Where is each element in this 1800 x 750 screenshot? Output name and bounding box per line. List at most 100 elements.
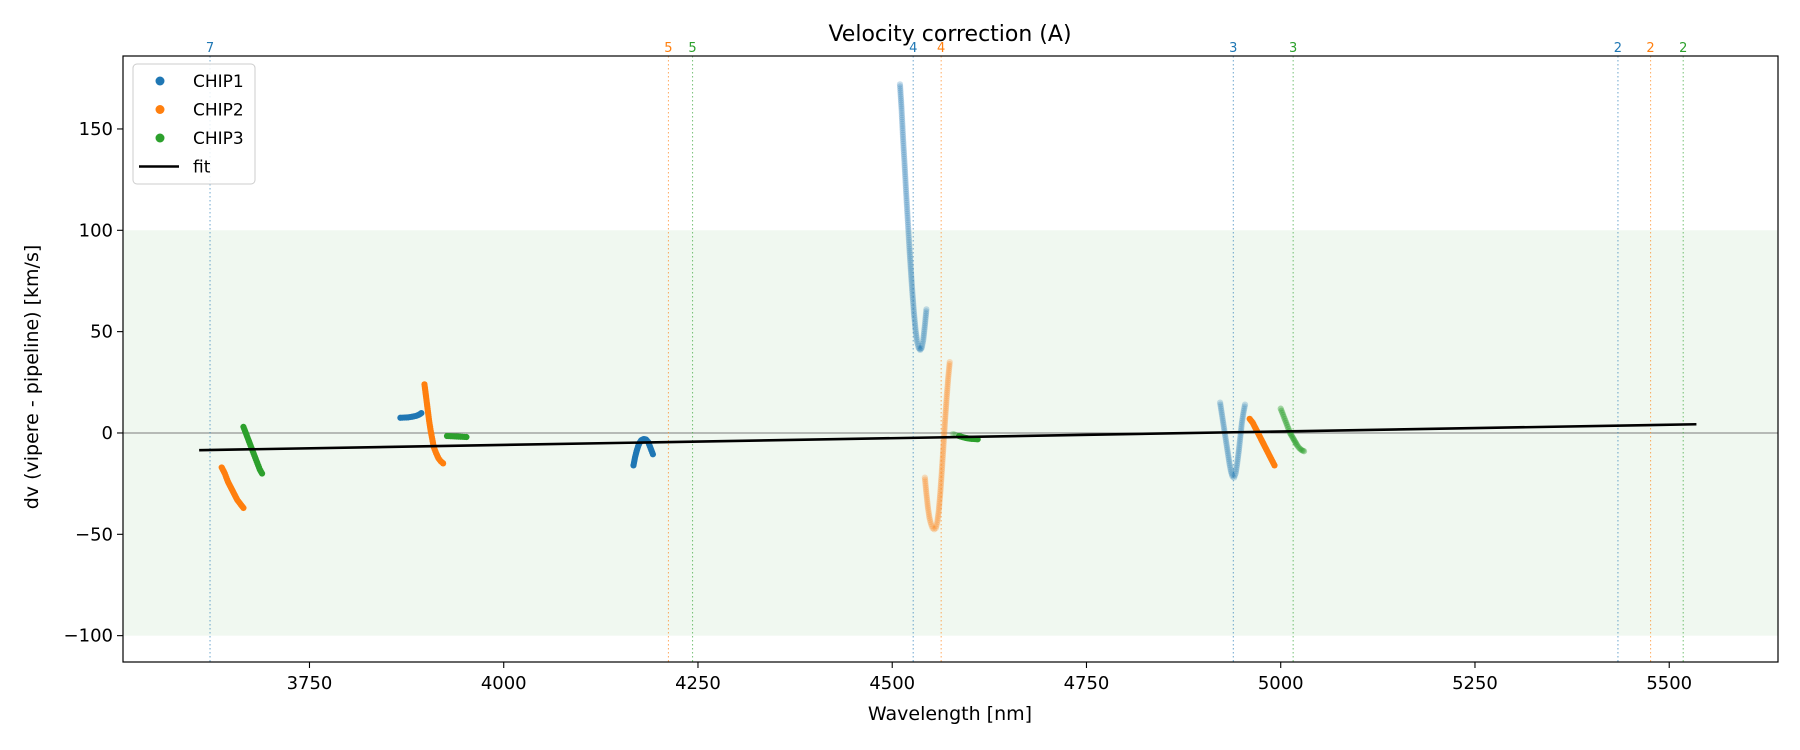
data-point xyxy=(934,515,941,522)
data-point xyxy=(926,515,933,522)
data-point xyxy=(1233,466,1240,473)
data-point xyxy=(901,164,908,171)
data-point xyxy=(1280,413,1287,420)
data-point xyxy=(939,454,946,461)
data-point xyxy=(945,369,952,376)
data-point xyxy=(908,273,915,281)
data-point xyxy=(1228,470,1235,477)
data-point xyxy=(921,326,928,333)
data-point xyxy=(908,279,915,287)
data-point xyxy=(923,496,931,503)
data-point xyxy=(898,101,905,108)
data-point xyxy=(1277,405,1284,412)
data-point xyxy=(938,470,945,477)
data-point xyxy=(901,168,909,176)
data-point xyxy=(1225,452,1232,459)
data-point xyxy=(910,304,917,311)
data-point xyxy=(912,324,919,331)
data-point xyxy=(941,429,948,437)
data-point xyxy=(936,502,943,510)
data-point xyxy=(1241,403,1248,410)
data-point xyxy=(1232,468,1240,475)
data-point xyxy=(898,114,906,121)
y-tick-label: 100 xyxy=(79,220,113,241)
data-point xyxy=(945,373,952,380)
data-point xyxy=(900,151,908,158)
data-point xyxy=(939,450,947,457)
data-point xyxy=(920,330,928,337)
data-point xyxy=(906,255,914,262)
data-point xyxy=(938,474,945,481)
data-point xyxy=(913,332,920,339)
data-point xyxy=(1290,436,1298,443)
data-point xyxy=(901,155,908,162)
data-point xyxy=(903,199,910,206)
data-point xyxy=(907,257,914,264)
data-point xyxy=(902,175,909,182)
data-point xyxy=(943,395,950,402)
data-point xyxy=(932,525,939,532)
data-point xyxy=(946,365,953,372)
data-point xyxy=(924,500,931,508)
data-point xyxy=(912,330,920,337)
data-point xyxy=(938,472,945,479)
data-point xyxy=(939,456,946,463)
data-point xyxy=(909,298,917,305)
data-point xyxy=(935,506,942,514)
data-point xyxy=(1233,462,1241,469)
data-point xyxy=(1283,419,1290,426)
data-point xyxy=(900,135,907,143)
data-point xyxy=(942,405,950,412)
data-point xyxy=(906,245,913,252)
data-point xyxy=(902,173,909,180)
data-point xyxy=(907,263,914,270)
data-point xyxy=(901,160,908,167)
data-point xyxy=(1289,433,1296,441)
data-point xyxy=(898,107,905,114)
data-point xyxy=(921,320,929,327)
y-tick-label: 150 xyxy=(79,119,113,140)
data-point xyxy=(1240,409,1247,416)
data-points-layer xyxy=(218,81,1308,533)
order-marker-label: 3 xyxy=(1289,41,1297,56)
data-point xyxy=(942,403,950,410)
data-point xyxy=(938,466,946,473)
data-point xyxy=(1217,403,1224,410)
series-chip1 xyxy=(397,81,1249,481)
data-point xyxy=(1298,447,1305,454)
data-point xyxy=(1218,411,1226,418)
data-point xyxy=(942,411,949,418)
data-point xyxy=(911,320,919,327)
data-point xyxy=(1288,432,1295,439)
data-point xyxy=(1231,474,1238,481)
data-point xyxy=(1234,460,1241,467)
legend-box xyxy=(132,63,256,185)
data-point xyxy=(938,468,945,475)
data-point xyxy=(440,460,447,467)
data-point xyxy=(908,281,915,289)
data-point xyxy=(910,300,917,307)
x-tick-label: 5000 xyxy=(1258,673,1304,694)
data-point xyxy=(899,120,906,127)
order-marker-label: 4 xyxy=(937,41,945,56)
data-point xyxy=(918,344,925,351)
data-point xyxy=(1233,464,1240,471)
data-point xyxy=(1226,460,1233,467)
chart-title: Velocity correction (A) xyxy=(828,22,1071,47)
data-point xyxy=(898,109,905,117)
x-tick-label: 5250 xyxy=(1452,673,1498,694)
plot-frame xyxy=(122,55,1779,663)
data-point xyxy=(945,371,952,378)
legend-marker xyxy=(155,76,165,86)
data-point xyxy=(940,440,947,447)
data-point xyxy=(946,362,953,370)
data-point xyxy=(905,239,913,246)
data-point xyxy=(907,265,914,272)
data-point xyxy=(903,190,910,197)
data-point xyxy=(898,103,905,110)
data-point xyxy=(1281,415,1288,422)
data-point xyxy=(899,118,906,125)
data-point xyxy=(902,179,909,187)
data-point xyxy=(945,367,953,374)
data-point xyxy=(935,510,942,518)
